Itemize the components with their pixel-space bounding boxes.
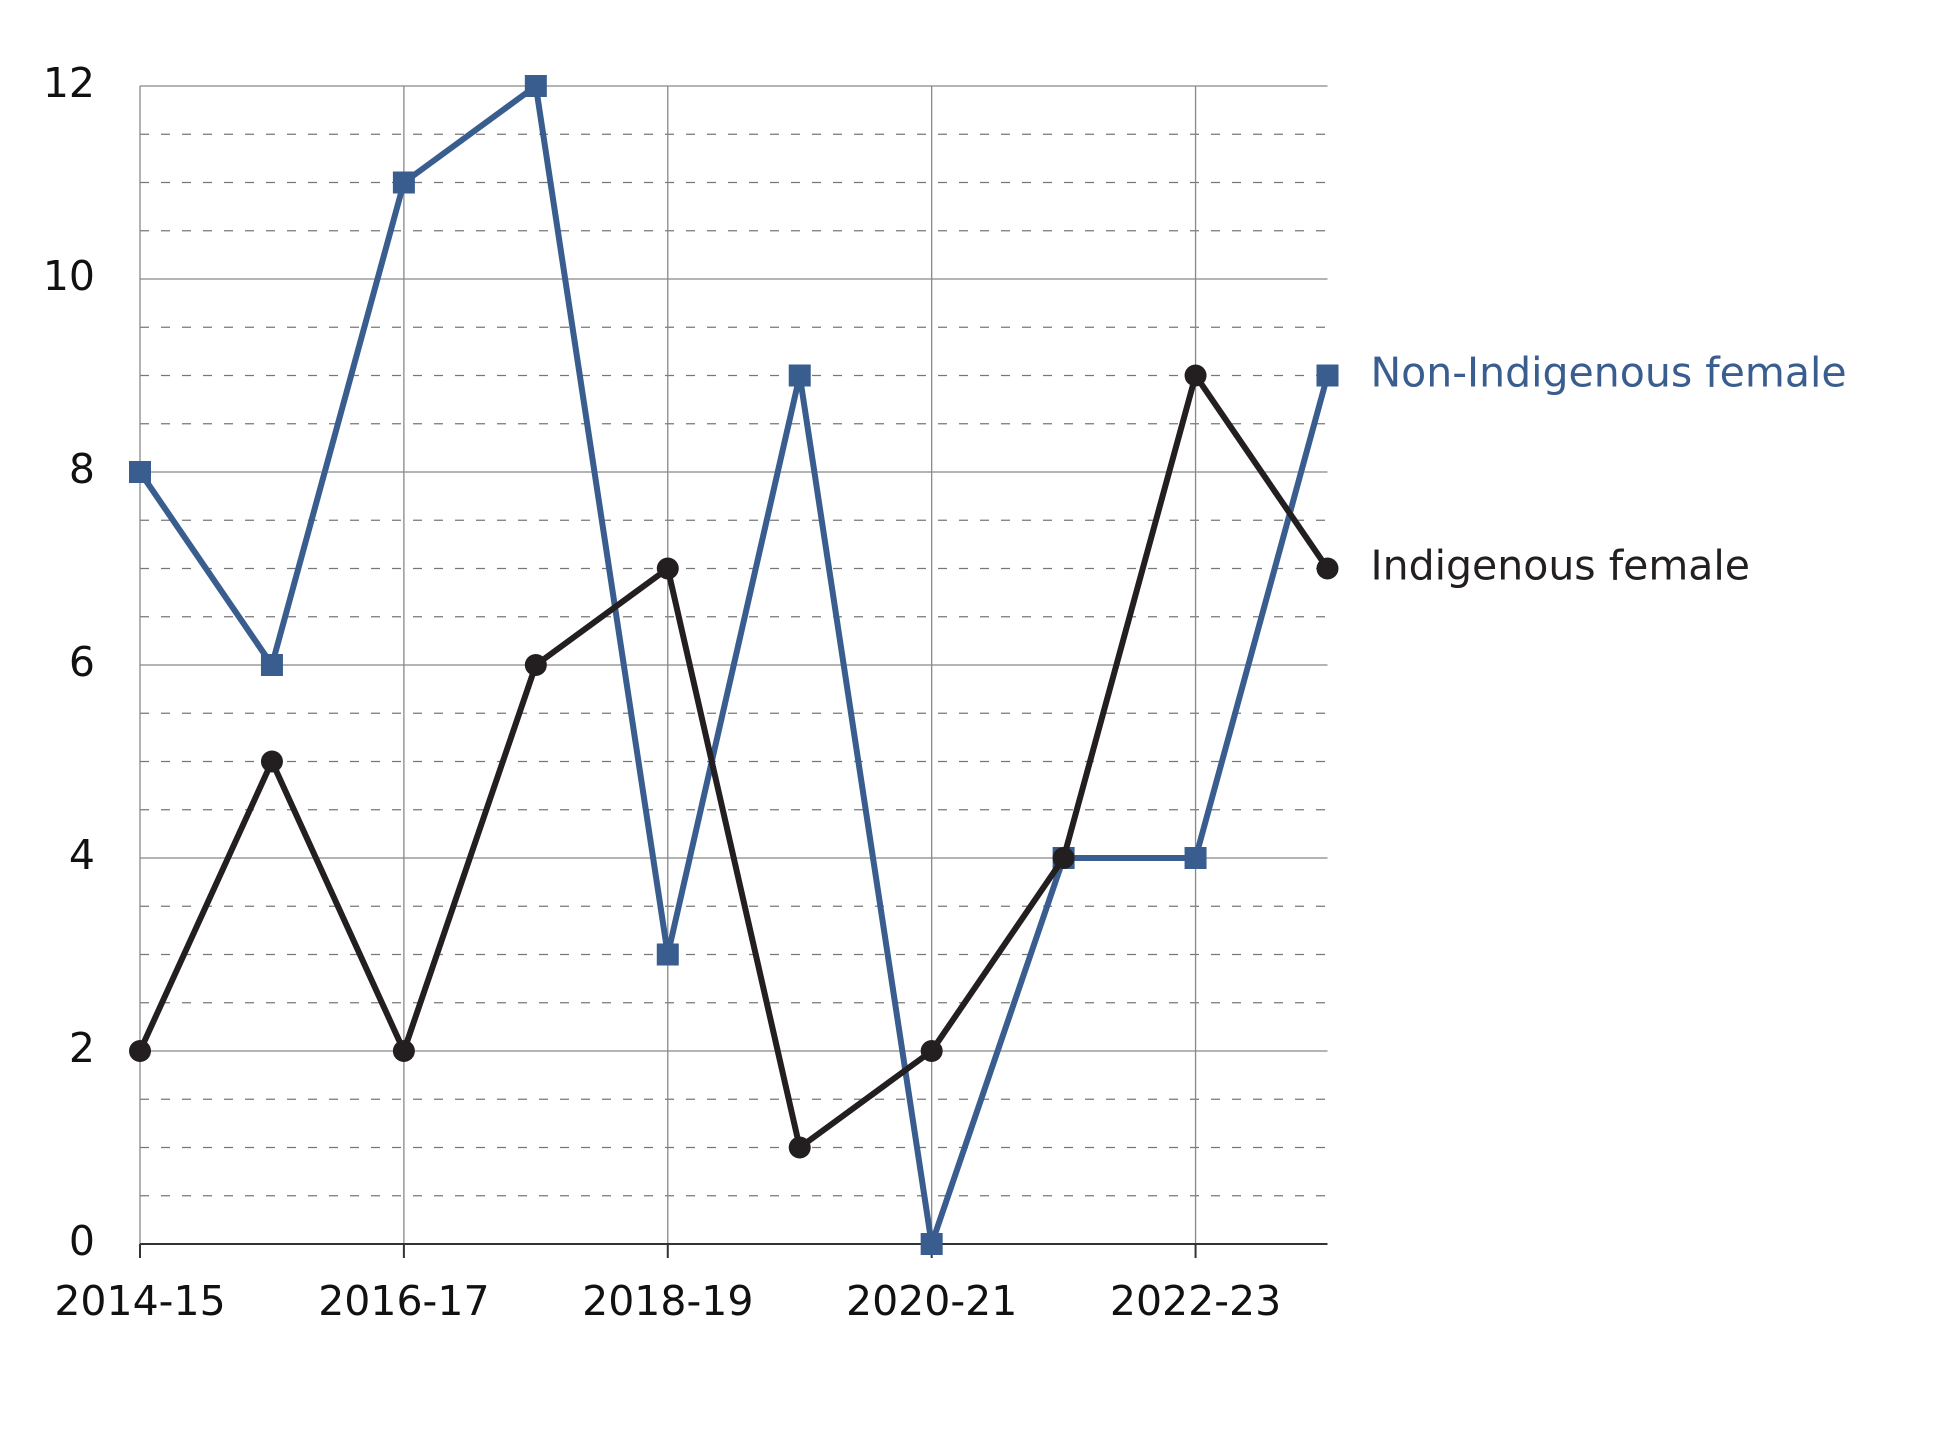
x-tick-label: 2016-17 <box>318 1277 489 1325</box>
marker <box>656 943 679 966</box>
marker <box>656 557 679 580</box>
marker <box>788 1136 811 1159</box>
marker <box>920 1233 943 1255</box>
y-tick-label: 0 <box>69 1217 95 1265</box>
legend-label: Non-Indigenous female <box>1371 349 1847 397</box>
y-tick-label: 6 <box>69 638 95 686</box>
marker <box>1184 847 1207 869</box>
marker <box>920 1040 943 1062</box>
marker <box>524 75 547 97</box>
marker <box>1316 557 1339 580</box>
x-tick-label: 2022-23 <box>1110 1277 1281 1325</box>
marker <box>392 1040 415 1062</box>
marker <box>1052 847 1075 869</box>
marker <box>129 1040 151 1062</box>
series-line <box>137 372 1330 1151</box>
marker <box>788 364 811 387</box>
y-tick-label: 12 <box>43 59 95 107</box>
marker <box>392 171 415 194</box>
marker <box>1316 364 1339 387</box>
y-tick-label: 10 <box>43 252 95 300</box>
marker <box>1184 364 1207 387</box>
marker <box>129 461 151 483</box>
y-tick-label: 2 <box>69 1024 95 1072</box>
marker <box>524 654 547 676</box>
x-tick-label: 2014-15 <box>54 1277 225 1325</box>
y-tick-label: 8 <box>69 445 95 493</box>
marker <box>260 654 283 676</box>
x-tick-label: 2020-21 <box>846 1277 1017 1325</box>
y-tick-label: 4 <box>69 831 95 879</box>
legend-label: Indigenous female <box>1371 542 1751 590</box>
marker <box>260 750 283 773</box>
series-line <box>137 83 1331 1247</box>
x-tick-label: 2018-19 <box>582 1277 753 1325</box>
